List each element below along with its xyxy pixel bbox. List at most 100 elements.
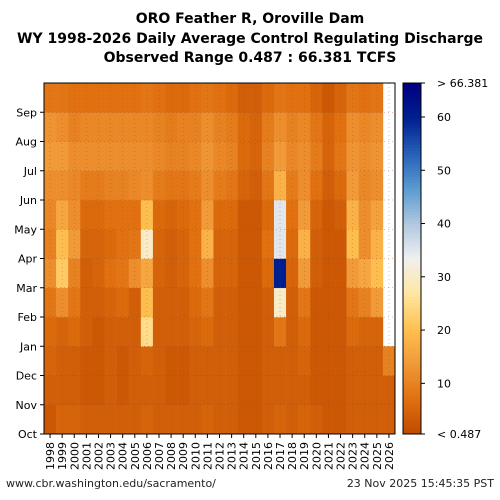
heatmap-cell	[201, 375, 214, 406]
heatmap-cell	[189, 141, 202, 172]
heatmap-cell	[201, 141, 214, 172]
heatmap-cell	[358, 83, 372, 113]
heatmap-cell	[334, 141, 347, 172]
heatmap-cell	[140, 141, 154, 172]
colorbar-segment	[403, 290, 421, 295]
colorbar-segment	[403, 337, 421, 341]
heatmap-cell	[286, 170, 299, 201]
chart-title: ORO Feather R, Oroville Dam	[135, 11, 365, 27]
colorbar-segment	[403, 135, 421, 140]
colorbar-tick-label: 20	[437, 324, 451, 337]
heatmap-cell	[152, 375, 166, 406]
heatmap-cell	[140, 200, 154, 230]
heatmap-cell	[152, 83, 166, 113]
x-tick-label: 2015	[250, 442, 263, 470]
heatmap-cell	[370, 375, 384, 406]
colorbar-segment	[403, 401, 421, 406]
colorbar-tick-label: 50	[437, 164, 451, 177]
heatmap-cell	[334, 287, 347, 318]
heatmap-cell	[116, 258, 130, 289]
colorbar-segment	[403, 126, 421, 131]
heatmap-cell	[225, 83, 238, 113]
heatmap-cell	[56, 346, 69, 376]
heatmap-cell	[298, 287, 311, 318]
heatmap-cell	[201, 170, 214, 201]
heatmap-cell	[286, 141, 299, 172]
colorbar-segment	[403, 281, 421, 286]
heatmap-cell	[80, 258, 93, 289]
heatmap-cell	[104, 346, 117, 376]
heatmap-cell	[273, 200, 287, 230]
x-tick-label: 2000	[68, 442, 81, 470]
heatmap-cell	[370, 141, 384, 172]
colorbar-segment	[403, 85, 421, 90]
heatmap-cell	[261, 229, 275, 259]
source-url[interactable]: www.cbr.washington.edu/sacramento/	[6, 477, 216, 490]
x-tick-label: 2016	[262, 442, 275, 470]
colorbar-segment	[403, 278, 421, 283]
heatmap-cell	[225, 375, 238, 406]
heatmap-cell	[177, 170, 190, 201]
heatmap-cell	[298, 200, 311, 230]
x-tick-label: 1999	[56, 442, 69, 470]
x-tick-label: 2019	[298, 442, 311, 470]
heatmap-cell	[273, 141, 287, 172]
colorbar-segment	[403, 363, 421, 368]
heatmap-cell	[177, 346, 190, 376]
colorbar-segment	[403, 384, 421, 388]
heatmap-cell	[80, 229, 93, 259]
x-tick-label: 2026	[383, 442, 396, 470]
colorbar-segment	[403, 191, 421, 195]
heatmap-cell	[152, 346, 166, 376]
heatmap-cell	[261, 83, 275, 113]
heatmap-cell	[261, 375, 275, 406]
heatmap-cell	[346, 287, 359, 318]
colorbar-segment	[403, 164, 421, 169]
x-tick-label: 2004	[117, 442, 130, 470]
colorbar-segment	[403, 299, 421, 303]
heatmap-cell	[152, 229, 166, 259]
heatmap-cell	[189, 200, 202, 230]
x-tick-label: 2001	[80, 442, 93, 470]
colorbar-segment	[403, 317, 421, 321]
heatmap-cell	[104, 200, 117, 230]
heatmap-cell	[68, 346, 81, 376]
heatmap-cell	[346, 83, 359, 113]
colorbar-segment	[403, 267, 421, 271]
heatmap-cell	[189, 170, 202, 201]
colorbar-segment	[403, 138, 421, 142]
y-tick-label: Feb	[18, 311, 37, 324]
y-tick-label: Nov	[16, 399, 38, 412]
colorbar-segment	[403, 240, 421, 245]
heatmap-cell	[189, 346, 202, 376]
colorbar-segment	[403, 144, 421, 148]
x-tick-label: 2024	[359, 442, 372, 470]
heatmap-cell	[56, 229, 69, 259]
colorbar-segment	[403, 428, 421, 432]
heatmap-cell	[225, 258, 238, 289]
colorbar-segment	[403, 331, 421, 336]
heatmap-cell	[370, 200, 384, 230]
heatmap-cell	[201, 200, 214, 230]
colorbar-segment	[403, 360, 421, 365]
heatmap-cell	[116, 141, 130, 172]
heatmap-cell	[44, 229, 57, 259]
heatmap-cell	[92, 83, 105, 113]
colorbar-segment	[403, 91, 421, 96]
colorbar-segment	[403, 202, 421, 207]
heatmap-cell	[358, 346, 372, 376]
colorbar-segment	[403, 325, 421, 330]
heatmap-cell	[382, 375, 396, 406]
colorbar-segment	[403, 322, 421, 327]
x-axis: 1998 1999 2000 2001 2002 2003 2004 2005 2006 2007…	[44, 434, 396, 470]
heatmap-cell	[334, 229, 347, 259]
heatmap-cell	[80, 83, 93, 113]
heatmap-cell	[128, 375, 142, 406]
colorbar-segment	[403, 270, 421, 274]
heatmap-cell	[358, 141, 372, 172]
colorbar-segment	[403, 118, 421, 122]
x-tick-label: 2005	[129, 442, 142, 470]
colorbar-segment	[403, 103, 421, 107]
heatmap-cell	[225, 200, 238, 230]
x-tick-label: 2025	[371, 442, 384, 470]
